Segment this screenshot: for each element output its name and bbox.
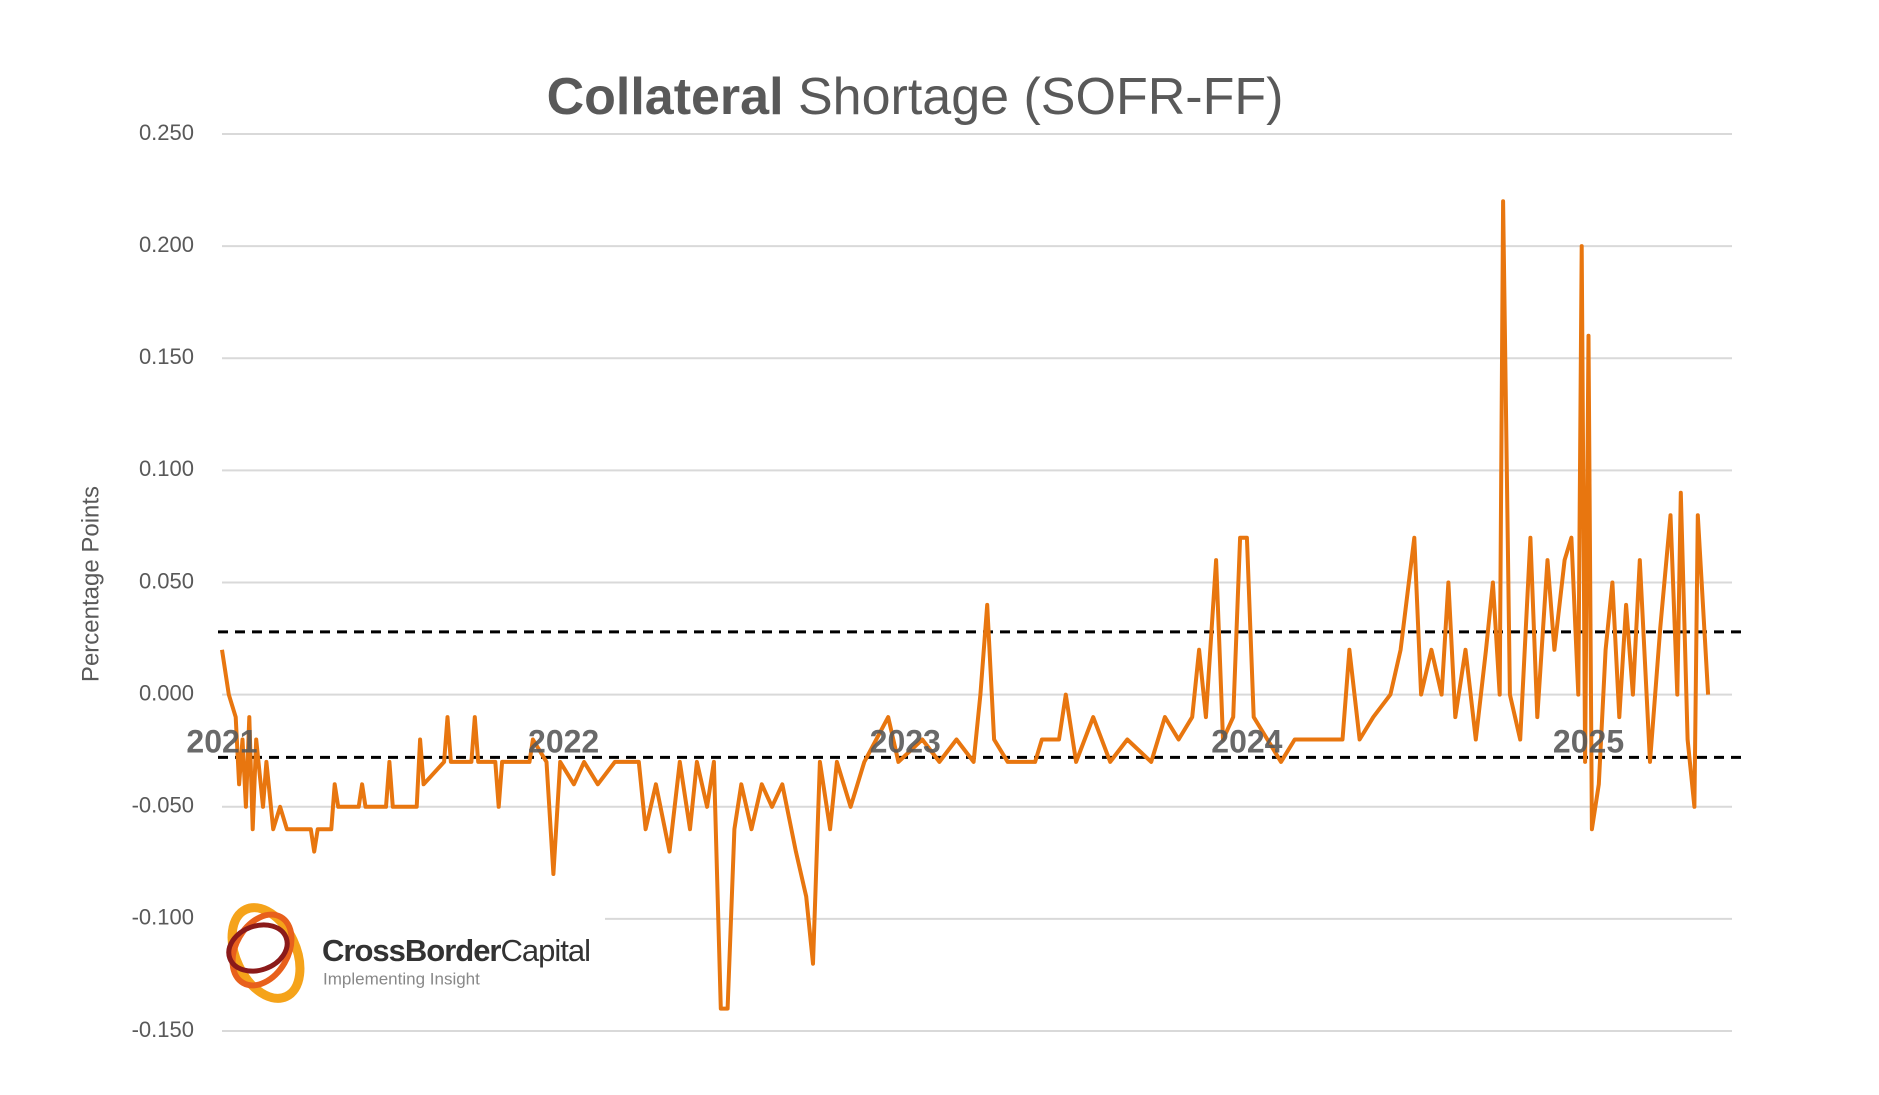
title-regular: Shortage (SOFR-FF) — [798, 68, 1283, 126]
chart-title: Collateral Shortage (SOFR-FF) — [547, 68, 1284, 126]
y-tick-label: 0.050 — [139, 568, 194, 593]
y-tick-label: 0.250 — [139, 120, 194, 145]
plot: 2021 2022 2023 2024 2025 — [186, 199, 1748, 1011]
y-axis-label: Percentage Points — [77, 486, 104, 682]
y-tick-label: 0.150 — [139, 344, 194, 369]
y-tick-label: 0.000 — [139, 680, 194, 705]
y-tick-label: 0.100 — [139, 456, 194, 481]
y-tick-label: -0.150 — [132, 1017, 194, 1042]
x-tick-label: 2024 — [1211, 723, 1282, 759]
title-bold: Collateral — [547, 68, 784, 126]
logo-ring — [226, 922, 290, 974]
x-tick-label: 2022 — [528, 723, 599, 759]
logo-ring — [229, 911, 295, 989]
logo-tagline: Implementing Insight — [323, 969, 480, 988]
logo-name: CrossBorderCapital — [322, 933, 590, 968]
logo: CrossBorderCapital Implementing Insight — [219, 894, 605, 1010]
logo-name-regular: Capital — [501, 933, 591, 968]
data-line — [220, 199, 1711, 1011]
grid: 0.250 0.200 0.150 0.100 0.050 0.000 -0.050 -0.1… — [132, 120, 1732, 1042]
y-tick-label: 0.200 — [139, 232, 194, 257]
y-tick-label: -0.050 — [132, 793, 194, 818]
x-tick-label: 2025 — [1553, 723, 1624, 759]
y-tick-label: -0.100 — [132, 905, 194, 930]
logo-name-bold: CrossBorder — [322, 933, 501, 968]
x-tick-label: 2021 — [186, 723, 257, 759]
x-tick-label: 2023 — [870, 723, 941, 759]
